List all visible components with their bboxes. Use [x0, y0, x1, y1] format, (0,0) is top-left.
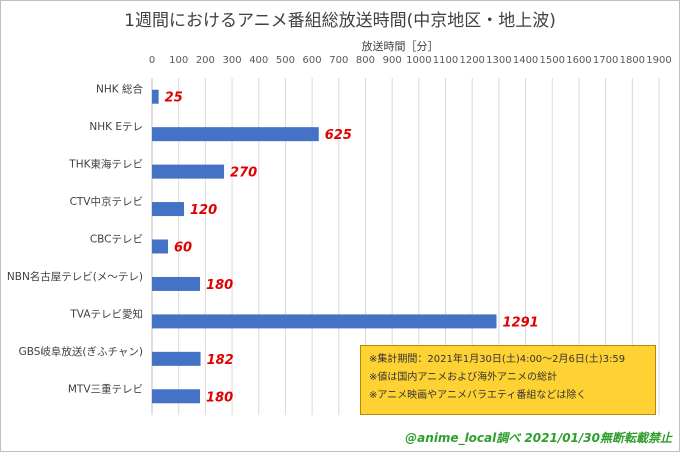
x-tick-label: 900	[383, 55, 402, 66]
data-label: 1291	[502, 315, 538, 330]
chart-title: 1週間におけるアニメ番組総放送時間(中京地区・地上波)	[124, 11, 556, 31]
category-label: NHK Eテレ	[89, 121, 143, 133]
x-tick-label: 800	[356, 55, 375, 66]
bar	[152, 127, 319, 142]
x-tick-label: 700	[329, 55, 348, 66]
x-tick-label: 300	[223, 55, 242, 66]
category-label: NHK 総合	[96, 83, 143, 96]
note-line: ※アニメ映画やアニメバラエティ番組などは除く	[369, 390, 587, 401]
x-tick-label: 600	[303, 55, 322, 66]
x-tick-label: 400	[249, 55, 268, 66]
bar	[152, 389, 201, 404]
data-label: 120	[190, 203, 217, 218]
category-label: GBS岐阜放送(ぎふチャン)	[19, 345, 143, 358]
x-tick-label: 1800	[620, 55, 645, 66]
x-tick-label: 100	[169, 55, 188, 66]
category-label: TVAテレビ愛知	[69, 307, 143, 320]
note-line: ※値は国内アニメおよび海外アニメの総計	[369, 372, 557, 383]
x-tick-label: 0	[149, 55, 155, 66]
category-label: CBCテレビ	[90, 234, 143, 246]
x-tick-label: 1100	[433, 55, 458, 66]
note-line: ※集計期間：2021年1月30日(土)4:00～2月6日(土)3:59	[369, 354, 626, 365]
bar	[152, 276, 201, 291]
x-tick-label: 1900	[646, 55, 671, 66]
bar	[152, 89, 159, 104]
data-label: 180	[206, 390, 233, 405]
category-label: MTV三重テレビ	[68, 382, 143, 395]
x-tick-label: 1600	[566, 55, 591, 66]
x-tick-label: 1300	[486, 55, 511, 66]
data-label: 60	[174, 241, 192, 256]
category-label: THK東海テレビ	[68, 158, 143, 171]
data-label: 182	[207, 353, 234, 368]
x-tick-label: 1500	[540, 55, 565, 66]
bar	[152, 351, 201, 366]
credit-text: @anime_local調べ 2021/01/30無断転載禁止	[405, 431, 672, 445]
x-tick-label: 1700	[593, 55, 618, 66]
category-label: CTV中京テレビ	[70, 195, 143, 208]
bar	[152, 202, 185, 217]
data-label: 25	[165, 91, 183, 106]
x-tick-label: 500	[276, 55, 295, 66]
data-label: 270	[230, 166, 257, 181]
x-tick-label: 1200	[459, 55, 484, 66]
bar	[152, 164, 225, 179]
category-label: NBN名古屋テレビ(メ～テレ)	[7, 270, 143, 283]
note-box: ※集計期間：2021年1月30日(土)4:00～2月6日(土)3:59 ※値は国…	[360, 345, 656, 415]
bar	[152, 314, 497, 329]
x-axis-title: 放送時間［分］	[361, 40, 439, 53]
x-tick-label: 1000	[406, 55, 431, 66]
x-tick-label: 200	[196, 55, 215, 66]
data-label: 180	[206, 278, 233, 293]
data-label: 625	[325, 128, 352, 143]
x-tick-label: 1400	[513, 55, 538, 66]
bar	[152, 239, 169, 254]
